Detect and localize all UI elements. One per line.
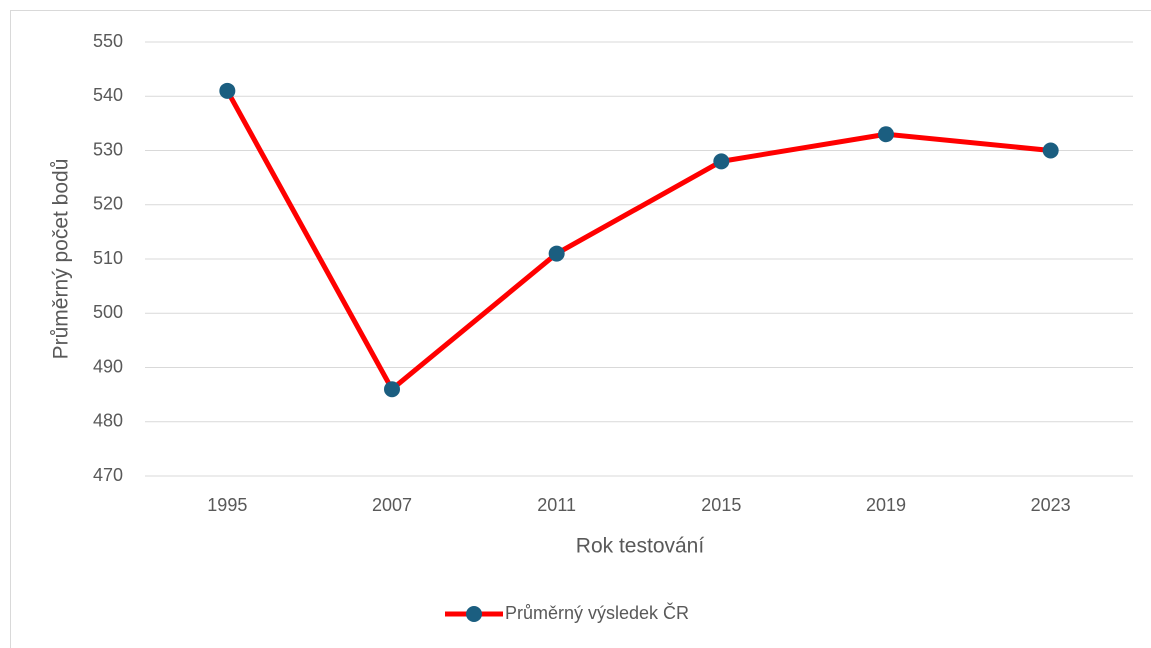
y-tick-label: 530 bbox=[93, 139, 123, 159]
data-point bbox=[1042, 142, 1059, 159]
x-tick-label: 2007 bbox=[372, 495, 412, 515]
data-point bbox=[548, 245, 565, 262]
data-point bbox=[219, 82, 236, 99]
y-axis-label: Průměrný počet bodů bbox=[50, 159, 73, 360]
series-line bbox=[225, 89, 1051, 392]
legend-label: Průměrný výsledek ČR bbox=[505, 602, 689, 623]
y-tick-label: 510 bbox=[93, 248, 123, 268]
legend-marker bbox=[466, 606, 482, 622]
x-tick-label: 2011 bbox=[537, 495, 576, 515]
y-tick-label: 470 bbox=[93, 465, 123, 485]
data-point bbox=[878, 126, 894, 143]
x-axis-label: Rok testování bbox=[576, 535, 705, 558]
x-tick-label: 2019 bbox=[866, 495, 906, 515]
chart-frame bbox=[10, 10, 1151, 648]
y-tick-label: 550 bbox=[93, 31, 123, 51]
x-tick-label: 2023 bbox=[1031, 495, 1071, 515]
y-tick-label: 520 bbox=[93, 194, 123, 214]
y-tick-label: 490 bbox=[93, 356, 123, 376]
data-point bbox=[384, 381, 400, 398]
y-tick-label: 540 bbox=[93, 85, 123, 105]
y-tick-label: 500 bbox=[93, 302, 123, 322]
data-point bbox=[713, 153, 730, 170]
x-tick-label: 1995 bbox=[207, 495, 247, 515]
x-tick-label: 2015 bbox=[701, 495, 741, 515]
y-tick-label: 480 bbox=[93, 411, 123, 431]
